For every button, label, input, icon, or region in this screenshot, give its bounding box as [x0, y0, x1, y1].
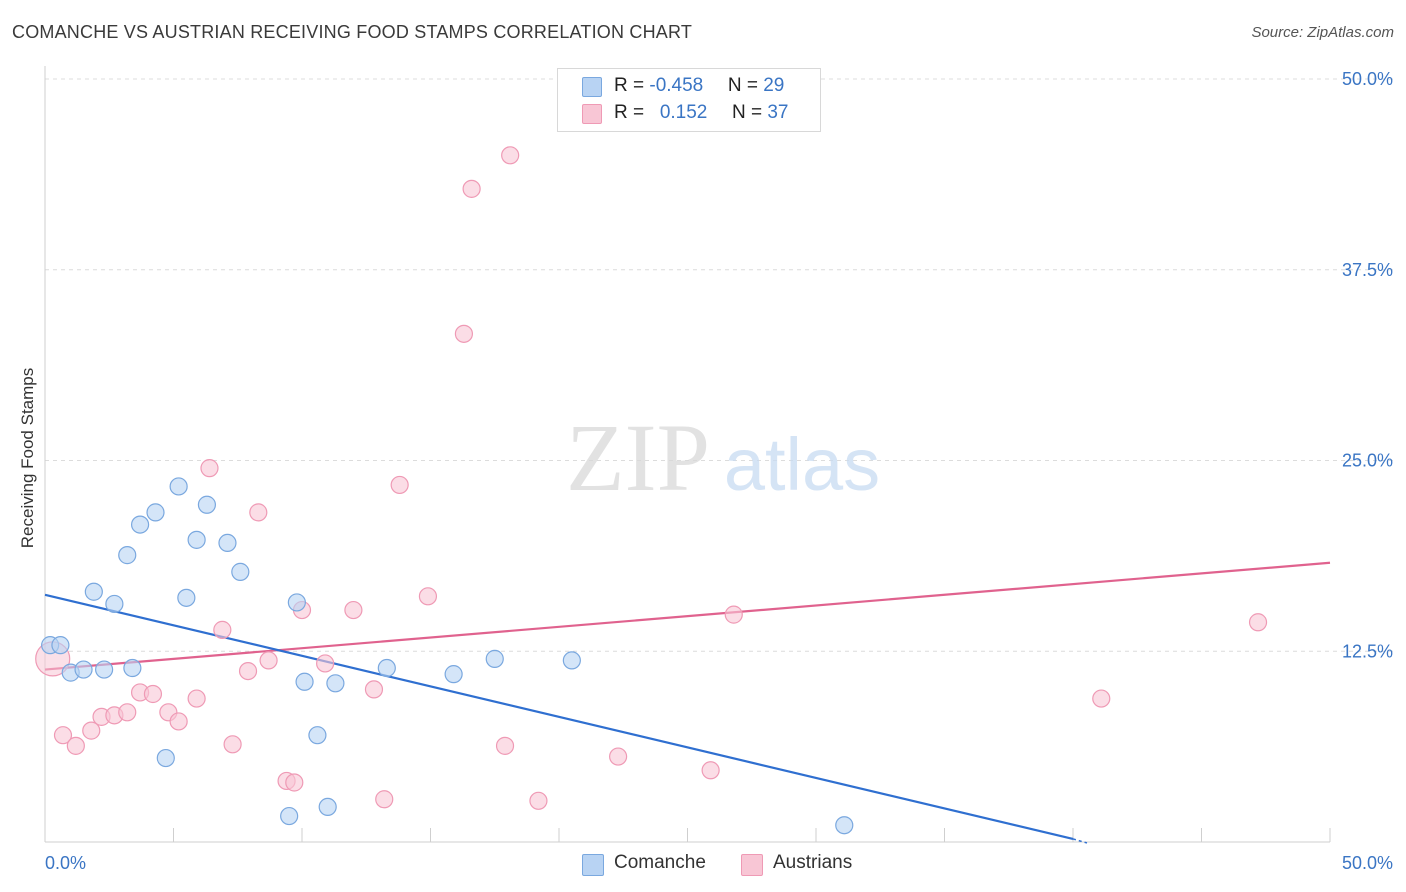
comanche-point — [146, 503, 165, 522]
austrians-point — [1092, 689, 1111, 708]
austrians-point — [285, 773, 304, 792]
austrians-swatch — [582, 104, 602, 124]
comanche-point — [835, 816, 854, 835]
comanche-point — [326, 674, 345, 693]
comanche-point — [295, 672, 314, 691]
comanche-point — [485, 649, 504, 668]
austrians-point — [82, 721, 101, 740]
comanche-point — [562, 651, 581, 670]
austrians-point — [249, 503, 268, 522]
comanche-point — [197, 495, 217, 514]
austrians-point — [213, 620, 232, 639]
comanche-point — [156, 748, 175, 768]
comanche-point — [444, 665, 463, 684]
comanche-point — [169, 477, 188, 496]
y-tick-label: 37.5% — [1342, 260, 1393, 280]
x-tick-label: 50.0% — [1342, 853, 1393, 873]
austrians-point — [238, 661, 258, 681]
austrians-point — [187, 689, 206, 708]
austrians-point — [418, 587, 438, 606]
legend-n-label: N = — [727, 75, 764, 96]
legend-n-value: 29 — [763, 75, 785, 96]
austrians-point — [316, 654, 335, 673]
y-tick-label: 25.0% — [1342, 451, 1393, 471]
austrians-point — [1248, 613, 1268, 632]
austrians-point — [200, 459, 219, 478]
austrians-point — [169, 712, 188, 731]
austrians-point — [701, 761, 720, 780]
comanche-point — [105, 594, 124, 614]
comanche-point — [377, 658, 396, 678]
austrians-point — [609, 747, 628, 766]
comanche-swatch — [582, 854, 604, 876]
comanche-point — [308, 726, 327, 745]
legend-r-label: R = — [614, 102, 650, 123]
comanche-point — [187, 530, 206, 549]
austrians-point — [66, 736, 85, 755]
bottom-legend-label: Austrians — [773, 852, 853, 873]
comanche-point — [74, 660, 93, 679]
comanche-point — [318, 797, 337, 817]
austrians-point — [344, 600, 363, 620]
comanche-point — [130, 515, 150, 534]
austrians-swatch — [741, 854, 763, 876]
legend-n-label: N = — [731, 102, 768, 123]
comanche-point — [287, 593, 306, 612]
austrians-point — [118, 703, 137, 722]
comanche-point — [84, 582, 103, 601]
tick-labels: 12.5% 25.0% 37.5% 50.0% 0.0% 50.0% — [45, 69, 1393, 873]
comanche-point — [231, 562, 250, 581]
austrians-point — [724, 605, 743, 624]
austrians-point — [390, 475, 409, 495]
correlation-legend: R = -0.458 N = 29 R = 0.152 N = 37 — [557, 68, 821, 132]
comanche-point — [118, 546, 137, 565]
austrians-point — [375, 790, 394, 809]
legend-r-value: -0.458 — [649, 75, 704, 96]
watermark-zip: ZIP — [566, 404, 710, 511]
comanche-point — [51, 636, 70, 655]
axes — [44, 66, 1331, 843]
trend-lines — [44, 561, 1331, 844]
austrians-point — [143, 684, 163, 704]
x-tick-label: 0.0% — [45, 853, 86, 873]
y-tick-label: 12.5% — [1342, 641, 1393, 661]
austrians-point — [364, 680, 384, 699]
comanche-point — [218, 533, 237, 553]
austrians-point — [495, 736, 515, 755]
y-tick-label: 50.0% — [1342, 69, 1393, 89]
austrians-point — [454, 324, 474, 343]
austrians-point — [462, 179, 481, 198]
source-label: Source: ZipAtlas.com — [1251, 24, 1394, 41]
legend-n-value: 37 — [767, 102, 789, 123]
watermark-atlas: atlas — [724, 423, 880, 506]
comanche-trend-line — [44, 593, 1074, 841]
comanche-trend-extension — [1072, 838, 1088, 844]
comanche-point — [177, 588, 196, 607]
austrians-point — [529, 791, 548, 810]
legend-r-value: 0.152 — [659, 102, 708, 123]
austrians-point — [53, 726, 73, 745]
comanche-point — [280, 806, 299, 826]
legend-r-label: R = — [614, 75, 650, 96]
austrians-point — [259, 651, 278, 670]
bottom-legend-label: Comanche — [614, 852, 706, 873]
austrians-trend-line — [44, 561, 1331, 671]
austrians-point — [501, 146, 520, 165]
comanche-point — [95, 660, 114, 679]
grid-lines — [45, 78, 1395, 652]
comanche-point — [123, 658, 142, 678]
comanche-swatch — [582, 77, 602, 97]
chart-title: COMANCHE VS AUSTRIAN RECEIVING FOOD STAM… — [12, 22, 693, 42]
data-points — [35, 146, 1268, 835]
austrians-point — [223, 735, 242, 754]
